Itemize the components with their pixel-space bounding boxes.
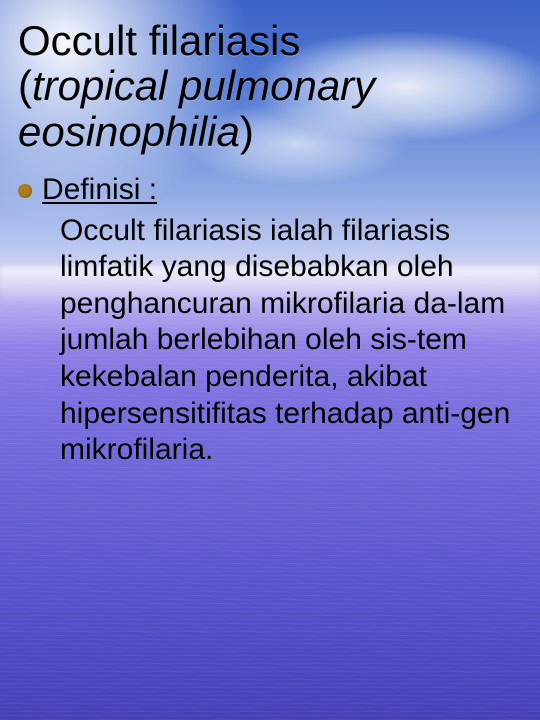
title-italic: tropical pulmonary eosinophilia — [18, 62, 375, 154]
content-area: Occult filariasis (tropical pulmonary eo… — [0, 0, 540, 720]
slide: Occult filariasis (tropical pulmonary eo… — [0, 0, 540, 720]
title-line-1: Occult filariasis — [18, 17, 300, 64]
slide-title: Occult filariasis (tropical pulmonary eo… — [18, 18, 522, 154]
bullet-dot-icon — [18, 184, 32, 198]
bullet-row: Definisi : — [18, 172, 522, 209]
title-paren-open: ( — [18, 62, 32, 109]
body-paragraph: Occult filariasis ialah filariasis limfa… — [60, 213, 522, 469]
bullet-label: Definisi : — [42, 172, 157, 209]
title-paren-close: ) — [240, 108, 254, 155]
